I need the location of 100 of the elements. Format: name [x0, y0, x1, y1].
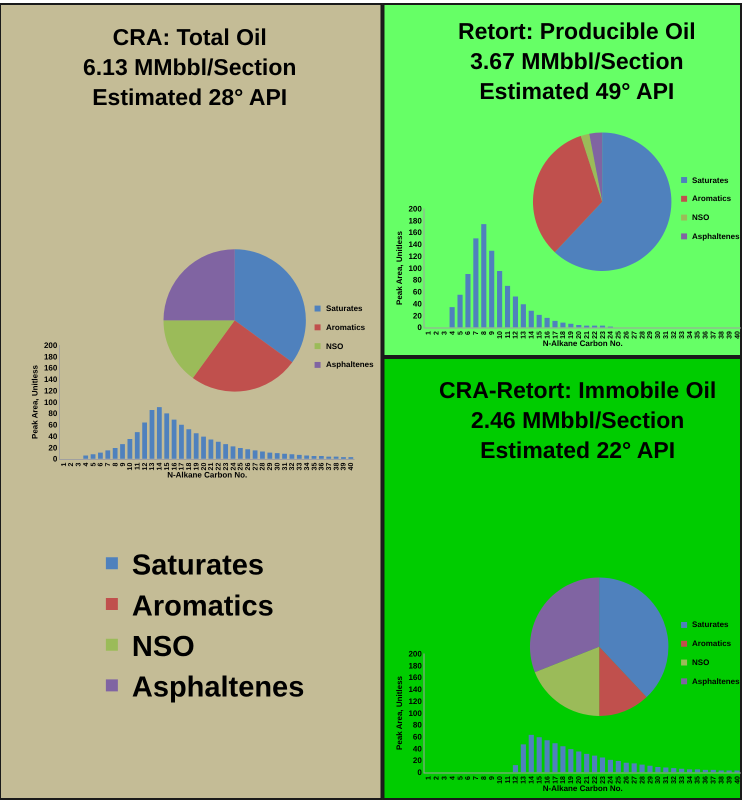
bar — [318, 456, 324, 459]
bar — [223, 444, 228, 459]
category-label: Aromatics — [132, 590, 274, 622]
bar — [260, 451, 265, 459]
bar — [608, 760, 613, 772]
bar — [465, 274, 471, 328]
y-tick-label: 180 — [408, 661, 422, 670]
y-tick-label: 100 — [408, 264, 422, 273]
y-tick-label: 160 — [408, 673, 422, 682]
bar — [238, 448, 243, 459]
y-tick-label: 40 — [48, 432, 58, 441]
pie-slice — [163, 320, 235, 378]
y-tick-label: 140 — [408, 240, 422, 250]
bar — [528, 734, 534, 772]
pie-slice — [163, 249, 235, 320]
y-tick-label: 120 — [408, 696, 422, 706]
bar — [663, 768, 668, 772]
y-tick-label: 200 — [408, 649, 422, 658]
bar — [134, 432, 140, 459]
bar — [544, 318, 550, 328]
bar — [216, 442, 221, 459]
bar — [112, 448, 118, 459]
y-tick-label: 20 — [48, 443, 58, 452]
category-label: Saturates — [132, 550, 264, 582]
legend-label: Saturates — [326, 304, 364, 313]
y-tick-label: 180 — [408, 216, 422, 226]
bar — [172, 420, 176, 459]
bar — [528, 310, 534, 328]
y-tick-label: 160 — [408, 228, 422, 238]
bar — [639, 764, 645, 772]
bar — [473, 238, 478, 328]
bar — [520, 304, 526, 328]
legend-label: Asphaltenes — [326, 360, 374, 369]
bar — [497, 270, 502, 328]
bar — [179, 424, 184, 459]
y-tick-label: 20 — [412, 311, 422, 320]
y-tick-label: 100 — [408, 708, 422, 718]
y-tick-label: 200 — [408, 204, 422, 214]
bar — [274, 453, 280, 459]
bar — [156, 407, 162, 459]
pie-slice — [534, 646, 600, 716]
pie-slice — [599, 578, 668, 698]
bar — [201, 436, 206, 459]
chart-title: CRA-Retort: Immobile Oil 2.46 MMbbl/Section Estimated 22° API — [439, 377, 716, 463]
bar — [616, 761, 621, 772]
pie-slice — [599, 646, 647, 716]
pie-slice — [530, 578, 600, 672]
y-tick-label: 80 — [412, 720, 422, 730]
bar — [194, 433, 199, 459]
legend-label: Aromatics — [326, 323, 366, 332]
bar — [312, 456, 316, 459]
bar — [600, 757, 606, 772]
bar — [120, 444, 125, 459]
bar — [457, 294, 463, 328]
y-tick-label: 80 — [412, 276, 422, 285]
bar — [576, 752, 582, 772]
bar — [512, 765, 518, 772]
legend-label: NSO — [692, 658, 710, 667]
bar — [584, 754, 590, 772]
bar — [481, 224, 486, 328]
bar — [671, 768, 676, 772]
bar — [632, 763, 637, 772]
bar — [592, 756, 598, 772]
y-axis-title: Peak Area, Unitless — [395, 230, 404, 305]
bar — [520, 744, 526, 772]
bar — [647, 766, 653, 772]
bar — [552, 743, 558, 772]
bar — [489, 250, 494, 328]
category-label: NSO — [132, 631, 195, 664]
pie-slice — [580, 134, 602, 202]
bar — [512, 296, 518, 328]
y-axis-title: Peak Area, Unitless — [30, 364, 40, 439]
y-tick-label: 140 — [408, 685, 422, 694]
chart-title: Retort: Producible Oil 3.67 MMbbl/Section Estimated 49° API — [458, 18, 696, 104]
bar — [560, 746, 566, 772]
legend-label: Aromatics — [692, 194, 732, 203]
y-tick-label: 60 — [412, 732, 422, 742]
bar — [679, 768, 684, 772]
y-tick-label: 200 — [44, 340, 58, 350]
legend-label: Aromatics — [692, 639, 732, 648]
legend-label: Asphaltenes — [692, 677, 740, 686]
pie-slice — [554, 132, 672, 271]
legend-label: Saturates — [692, 176, 730, 185]
legend-label: Saturates — [692, 620, 730, 629]
bar — [552, 320, 558, 328]
bar — [544, 740, 550, 772]
y-tick-label: 60 — [412, 288, 422, 297]
y-axis-title: Peak Area, Unitless — [395, 675, 404, 750]
bar — [576, 324, 582, 328]
bar — [267, 452, 272, 459]
y-tick-label: 0 — [52, 454, 58, 464]
y-tick-label: 160 — [44, 364, 58, 373]
bar — [245, 449, 250, 459]
category-label: Asphaltenes — [132, 672, 304, 704]
y-tick-label: 140 — [44, 375, 58, 384]
bar — [164, 413, 170, 459]
bar — [710, 770, 716, 772]
legend-label: NSO — [326, 342, 344, 351]
pie-slice — [589, 132, 602, 202]
y-tick-label: 40 — [412, 744, 422, 754]
